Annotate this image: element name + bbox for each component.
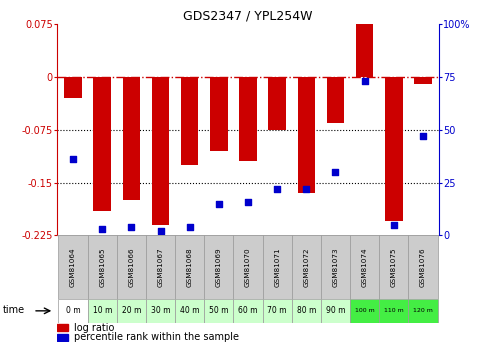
Text: GSM81071: GSM81071: [274, 247, 280, 287]
Bar: [57, 334, 68, 341]
Text: time: time: [3, 305, 25, 315]
Bar: [292, 235, 321, 299]
Bar: [350, 235, 379, 299]
Text: 40 m: 40 m: [180, 306, 199, 315]
Point: [215, 201, 223, 206]
Text: GSM81073: GSM81073: [332, 247, 338, 287]
Point: [157, 228, 165, 234]
Bar: [262, 299, 292, 323]
Point: [273, 186, 281, 191]
Bar: [146, 235, 175, 299]
Text: 120 m: 120 m: [413, 308, 433, 313]
Bar: [146, 299, 175, 323]
Bar: [88, 299, 117, 323]
Point: [69, 157, 77, 162]
Text: GSM81068: GSM81068: [186, 247, 192, 287]
Bar: [181, 77, 198, 165]
Bar: [175, 299, 204, 323]
Point: [331, 169, 339, 175]
Text: GSM81076: GSM81076: [420, 247, 426, 287]
Bar: [59, 299, 88, 323]
Bar: [350, 299, 379, 323]
Text: 80 m: 80 m: [297, 306, 316, 315]
Text: 0 m: 0 m: [66, 306, 80, 315]
Text: 70 m: 70 m: [267, 306, 287, 315]
Bar: [408, 235, 437, 299]
Text: 10 m: 10 m: [93, 306, 112, 315]
Bar: [298, 77, 315, 193]
Text: log ratio: log ratio: [74, 323, 115, 333]
Point: [419, 133, 427, 139]
Text: 90 m: 90 m: [326, 306, 345, 315]
Bar: [88, 235, 117, 299]
Title: GDS2347 / YPL254W: GDS2347 / YPL254W: [183, 10, 313, 23]
Bar: [321, 235, 350, 299]
Bar: [152, 77, 169, 225]
Bar: [210, 77, 228, 151]
Bar: [379, 299, 408, 323]
Text: 30 m: 30 m: [151, 306, 170, 315]
Text: 20 m: 20 m: [122, 306, 141, 315]
Bar: [262, 235, 292, 299]
Bar: [321, 299, 350, 323]
Text: GSM81064: GSM81064: [70, 247, 76, 287]
Text: percentile rank within the sample: percentile rank within the sample: [74, 332, 239, 342]
Bar: [385, 77, 403, 221]
Bar: [204, 299, 234, 323]
Bar: [234, 235, 262, 299]
Text: 60 m: 60 m: [238, 306, 258, 315]
Text: GSM81070: GSM81070: [245, 247, 251, 287]
Bar: [57, 324, 68, 331]
Bar: [268, 77, 286, 130]
Point: [361, 78, 369, 84]
Bar: [327, 77, 344, 123]
Point: [303, 186, 310, 191]
Bar: [239, 77, 257, 161]
Bar: [234, 299, 262, 323]
Text: 110 m: 110 m: [384, 308, 404, 313]
Point: [127, 224, 135, 230]
Point: [186, 224, 193, 230]
Bar: [175, 235, 204, 299]
Text: GSM81074: GSM81074: [362, 247, 368, 287]
Bar: [379, 235, 408, 299]
Bar: [356, 24, 373, 77]
Text: GSM81069: GSM81069: [216, 247, 222, 287]
Text: 100 m: 100 m: [355, 308, 374, 313]
Bar: [292, 299, 321, 323]
Bar: [59, 235, 88, 299]
Text: 50 m: 50 m: [209, 306, 229, 315]
Bar: [414, 77, 432, 84]
Bar: [117, 235, 146, 299]
Bar: [64, 77, 82, 98]
Point: [244, 199, 252, 204]
Text: GSM81075: GSM81075: [391, 247, 397, 287]
Point: [390, 222, 398, 227]
Bar: [123, 77, 140, 200]
Bar: [117, 299, 146, 323]
Text: GSM81066: GSM81066: [128, 247, 134, 287]
Text: GSM81067: GSM81067: [158, 247, 164, 287]
Bar: [93, 77, 111, 211]
Text: GSM81065: GSM81065: [99, 247, 105, 287]
Bar: [204, 235, 234, 299]
Point: [98, 226, 106, 232]
Text: GSM81072: GSM81072: [304, 247, 310, 287]
Bar: [408, 299, 437, 323]
